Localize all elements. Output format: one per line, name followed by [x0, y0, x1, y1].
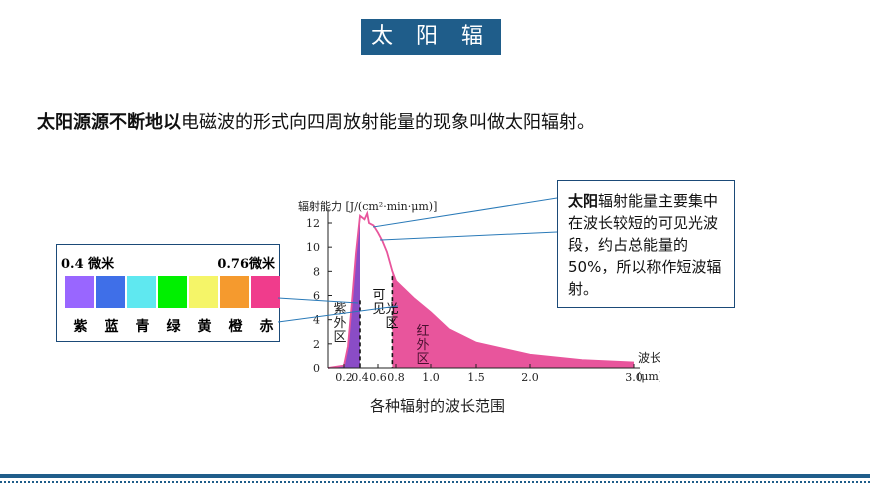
uv-area: [328, 215, 360, 368]
slide-title: 太 阳 辐 射: [361, 19, 501, 85]
y-tick-label-0: 0: [313, 362, 320, 375]
callout-box: 太阳辐射能量主要集中在波长较短的可见光波段，约占总能量的50%，所以称作短波辐射…: [557, 180, 735, 308]
x-tick-label-7: 3.0: [625, 371, 643, 384]
radiation-chart: 0 2 4 6 8 10 12 0.20.4 0.6 0.8 1.0 1.5 2.0 3.0 辐射能力 [J…: [298, 199, 660, 384]
region-label-visible-1-char: 见: [372, 302, 385, 317]
chart-caption: 各种辐射的波长范围: [370, 397, 506, 415]
y-tick-label-3: 6: [313, 290, 320, 303]
lead-rest: 电磁波的形式向四周放射能量的现象叫做太阳辐射。: [181, 112, 595, 133]
x-axis-unit: (μm): [637, 370, 660, 383]
spectrum-left-label: 0.4 微米: [61, 257, 115, 272]
region-label-visible-2-char: 区: [385, 316, 398, 331]
swatch-cyan: [127, 276, 156, 308]
x-tick-label-4: 1.0: [422, 371, 440, 384]
visible-spectrum-box: 0.4 微米 0.76微米 紫 蓝 青 绿 黄 橙 赤: [56, 244, 280, 342]
region-label-visible-2: 光区: [385, 302, 398, 331]
callout-bold: 太阳: [568, 192, 599, 210]
ir-area: [392, 271, 634, 368]
color-name-yellow: 黄: [197, 319, 212, 335]
swatch-violet: [65, 276, 94, 308]
region-label-ir-char: 区: [416, 352, 429, 367]
region-label-uv-char: 区: [333, 330, 346, 345]
lead-text: 太阳源源不断地以电磁波的形式向四周放射能量的现象叫做太阳辐射。: [37, 108, 595, 134]
region-label-uv-char: 外: [333, 316, 346, 331]
x-tick-label-0: 0.2: [335, 371, 353, 384]
y-tick-label-1: 2: [313, 338, 320, 351]
color-name-orange: 橙: [228, 319, 243, 335]
region-label-ir-char: 红: [416, 323, 429, 339]
y-tick-label-5: 10: [306, 241, 320, 254]
swatch-yellow: [189, 276, 218, 308]
callout-pointer-2: [379, 231, 558, 241]
region-label-visible-2-char: 光: [385, 302, 398, 317]
region-label-ir: 红外区: [416, 323, 429, 367]
region-label-uv: 紫外区: [333, 302, 346, 345]
callout-pointer-1: [372, 197, 558, 228]
x-tick-label-1: 0.4: [351, 371, 369, 384]
footer-dotted-line: [0, 481, 870, 483]
swatch-green: [158, 276, 187, 308]
color-name-cyan: 青: [135, 319, 150, 335]
color-swatches: [65, 276, 280, 308]
x-tick-label-3: 0.8: [387, 371, 405, 384]
swatch-blue: [96, 276, 125, 308]
color-name-blue: 蓝: [104, 319, 119, 335]
y-tick-label-6: 12: [306, 217, 320, 230]
region-label-visible-1-char: 可: [372, 288, 385, 303]
footer-bar: [0, 474, 870, 478]
y-tick-label-2: 4: [313, 314, 320, 327]
spectrum-curve: [327, 210, 635, 369]
connector-line-bottom: [277, 305, 399, 323]
y-tick-label-4: 8: [313, 265, 320, 278]
region-label-ir-char: 外: [416, 338, 429, 353]
x-tick-label-6: 2.0: [521, 371, 539, 384]
callout-text: 辐射能量主要集中在波长较短的可见光波段，约占总能量的50%，所以称作短波辐射。: [568, 192, 722, 298]
color-name-red: 赤: [259, 319, 274, 335]
x-tick-label-5: 1.5: [467, 371, 485, 384]
x-tick-label-2: 0.6: [369, 371, 387, 384]
swatch-orange: [220, 276, 249, 308]
color-name-violet: 紫: [73, 319, 88, 335]
swatch-red: [251, 276, 280, 308]
spectrum-right-label: 0.76微米: [217, 257, 275, 272]
lead-bold: 太阳源源不断地以: [37, 112, 181, 133]
color-name-green: 绿: [166, 319, 181, 335]
region-label-visible-1: 可见: [372, 288, 385, 317]
y-axis-label: 辐射能力 [J/(cm²·min·μm)]: [298, 199, 437, 213]
x-axis-label: 波长: [638, 351, 660, 365]
connector-line-top: [277, 297, 359, 304]
color-names: 紫 蓝 青 绿 黄 橙 赤: [65, 316, 282, 336]
